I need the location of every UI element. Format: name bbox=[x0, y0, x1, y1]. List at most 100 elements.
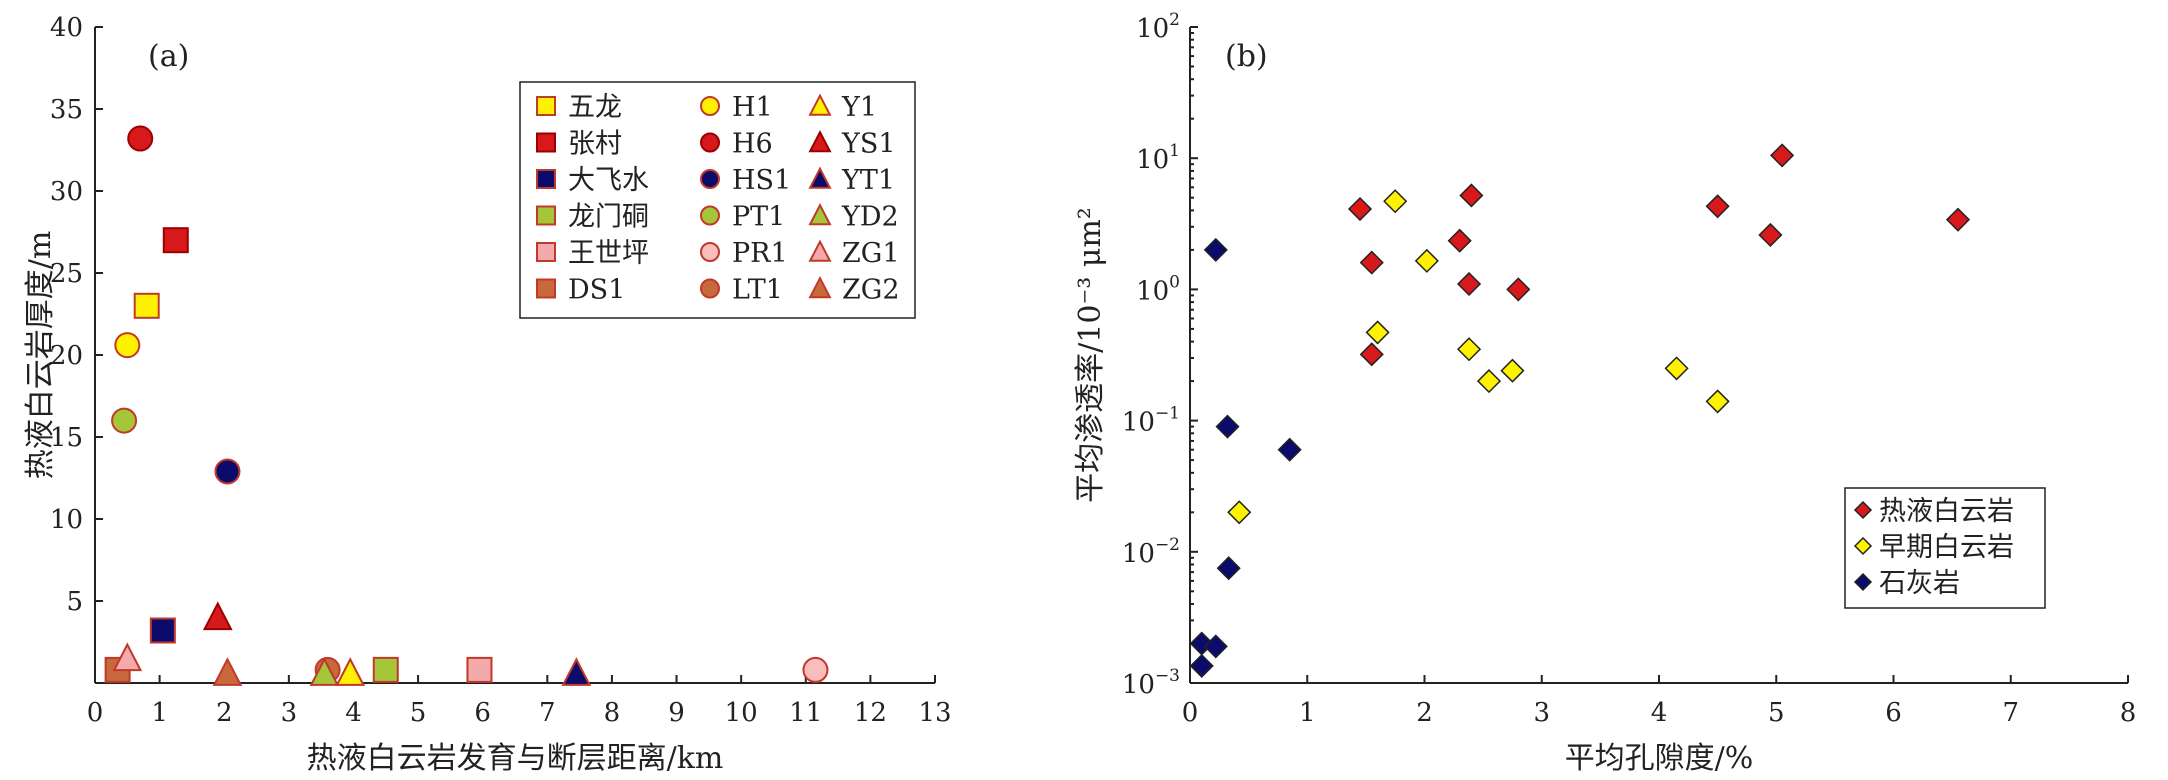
x-tick-label: 2 bbox=[216, 698, 233, 728]
y-tick-base: 10 bbox=[1122, 408, 1155, 438]
y-tick-label: 15 bbox=[50, 423, 83, 453]
x-tick-label: 4 bbox=[345, 698, 362, 728]
data-point bbox=[1476, 369, 1502, 394]
y-tick-base: 10 bbox=[1122, 670, 1155, 700]
y-tick-label: 10−2 bbox=[1122, 535, 1180, 569]
legend-marker bbox=[536, 242, 556, 262]
data-point bbox=[1227, 500, 1252, 525]
legend-marker bbox=[808, 275, 832, 299]
x-tick-label: 5 bbox=[410, 698, 427, 728]
legend-marker bbox=[1853, 536, 1873, 556]
legend-label: PR1 bbox=[732, 238, 788, 269]
y-tick-label: 20 bbox=[50, 341, 83, 371]
y-tick-label: 35 bbox=[50, 95, 83, 125]
y-tick-label: 30 bbox=[50, 177, 83, 207]
legend-marker bbox=[808, 202, 832, 226]
legend-label: YT1 bbox=[841, 165, 895, 196]
x-tick-label: 1 bbox=[151, 698, 168, 728]
data-point bbox=[212, 657, 243, 686]
legend-marker bbox=[700, 205, 720, 226]
data-point bbox=[133, 292, 160, 319]
data-point bbox=[1500, 358, 1525, 383]
legend-box bbox=[519, 81, 916, 319]
data-point bbox=[1456, 271, 1482, 297]
data-point bbox=[1705, 194, 1730, 219]
y-tick-exponent: 1 bbox=[1169, 141, 1180, 161]
legend-label: 王世坪 bbox=[568, 238, 649, 269]
legend-label: H6 bbox=[732, 129, 773, 160]
legend-marker bbox=[808, 166, 832, 189]
x-tick-label: 3 bbox=[281, 698, 298, 728]
y-tick-exponent: 0 bbox=[1169, 272, 1180, 292]
legend-label: H1 bbox=[732, 92, 773, 123]
legend-label: PT1 bbox=[732, 202, 785, 233]
data-point bbox=[1383, 189, 1408, 214]
y-tick-exponent: −3 bbox=[1155, 666, 1180, 686]
legend-label: 大飞水 bbox=[568, 165, 649, 196]
legend-marker bbox=[536, 205, 556, 226]
legend-label: YD2 bbox=[841, 202, 899, 233]
data-point bbox=[1758, 222, 1783, 248]
legend-label: 早期白云岩 bbox=[1879, 532, 2014, 563]
y-tick-exponent: 2 bbox=[1169, 10, 1180, 30]
x-tick-label: 11 bbox=[789, 698, 822, 728]
data-point bbox=[1506, 277, 1531, 302]
data-point bbox=[309, 657, 340, 686]
data-point bbox=[214, 458, 241, 485]
legend-marker bbox=[536, 169, 556, 189]
x-tick-label: 6 bbox=[474, 698, 491, 728]
y-tick-exponent: −2 bbox=[1155, 535, 1180, 555]
x-tick-label: 6 bbox=[1885, 698, 1902, 728]
legend-marker bbox=[700, 96, 720, 116]
y-axis-title: 平均渗透率/10⁻³ μm² bbox=[1073, 207, 1108, 503]
legend-marker bbox=[700, 242, 720, 262]
data-point bbox=[335, 657, 366, 686]
data-point bbox=[1216, 556, 1241, 581]
chart-panel-a: 0 1 2 3 4 5 6 7 8 9 10 11 12 13510152025303540热液白云岩发育… bbox=[23, 13, 952, 776]
panel-label: (a) bbox=[148, 39, 189, 74]
legend-box bbox=[1844, 487, 2046, 609]
data-point bbox=[1459, 183, 1484, 208]
data-point bbox=[1447, 228, 1472, 253]
y-axis-title: 热液白云岩厚度/m bbox=[23, 231, 58, 480]
legend-marker bbox=[1853, 500, 1873, 520]
x-tick-label: 2 bbox=[1416, 698, 1433, 728]
data-point bbox=[112, 642, 143, 672]
x-tick-label: 10 bbox=[725, 698, 758, 728]
data-point bbox=[1359, 250, 1384, 275]
legend-marker bbox=[808, 129, 832, 153]
y-tick-label: 10 bbox=[50, 505, 83, 535]
y-tick-label: 100 bbox=[1136, 272, 1180, 306]
x-tick-label: 3 bbox=[1533, 698, 1550, 728]
x-tick-label: 13 bbox=[918, 698, 951, 728]
data-point bbox=[1414, 248, 1439, 273]
data-point bbox=[114, 332, 141, 359]
x-axis-title: 平均孔隙度/% bbox=[1565, 741, 1754, 776]
y-tick-label: 40 bbox=[50, 13, 83, 43]
chart-panel-b: 0 1 2 3 4 5 6 7 810−310−210−1100101102平均孔隙度/%平均渗… bbox=[1073, 10, 2136, 776]
data-point bbox=[1770, 143, 1795, 168]
y-tick-base: 10 bbox=[1122, 539, 1155, 569]
data-point bbox=[1365, 320, 1390, 345]
data-point bbox=[1456, 337, 1482, 362]
x-tick-label: 7 bbox=[2002, 698, 2019, 728]
legend-label: 张村 bbox=[568, 129, 622, 160]
data-point bbox=[1664, 356, 1689, 381]
legend-marker bbox=[536, 96, 556, 116]
panel-label: (b) bbox=[1225, 39, 1268, 74]
data-point bbox=[127, 125, 154, 152]
data-point bbox=[466, 656, 493, 683]
data-point bbox=[1277, 437, 1302, 462]
data-point bbox=[111, 407, 138, 434]
legend-label: 热液白云岩 bbox=[1879, 496, 2014, 527]
legend-label: 石灰岩 bbox=[1879, 568, 1960, 599]
y-tick-label: 10−3 bbox=[1122, 666, 1180, 700]
legend-marker bbox=[700, 169, 720, 189]
data-point bbox=[561, 657, 592, 686]
x-tick-label: 4 bbox=[1651, 698, 1668, 728]
data-point bbox=[1189, 653, 1214, 678]
legend-marker bbox=[700, 278, 720, 299]
y-tick-label: 102 bbox=[1136, 10, 1180, 44]
data-point bbox=[162, 227, 189, 254]
